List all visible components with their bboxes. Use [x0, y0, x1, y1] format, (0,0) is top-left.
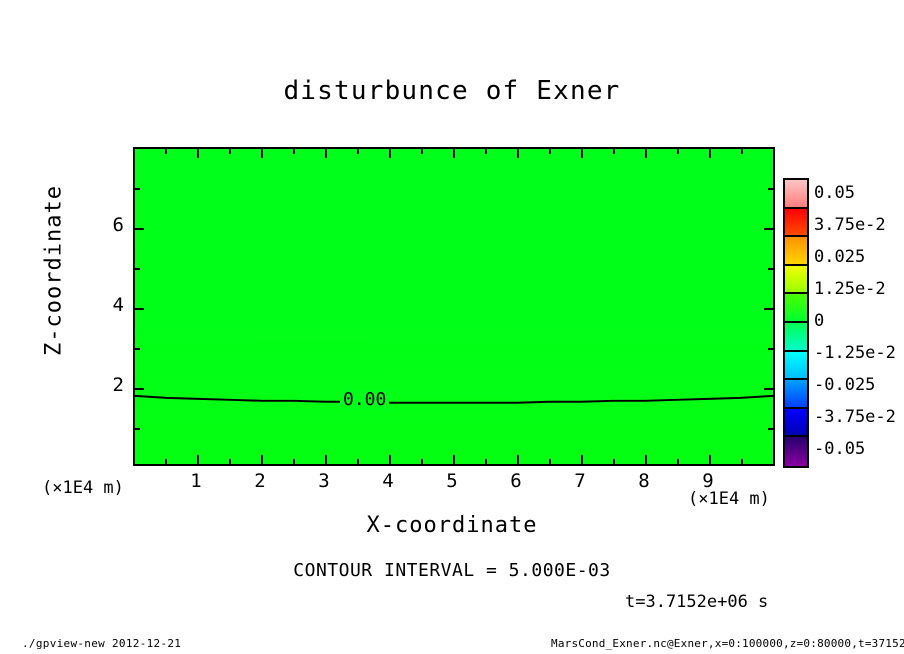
- x-major-tick-top: [709, 149, 711, 158]
- y-major-tick: [135, 228, 144, 230]
- x-major-tick-top: [261, 149, 263, 158]
- y-minor-tick: [135, 268, 140, 270]
- x-minor-tick: [613, 459, 615, 464]
- contour-field: [135, 149, 773, 464]
- y-major-tick: [135, 308, 144, 310]
- x-minor-tick-top: [741, 149, 743, 154]
- time-stamp-label: t=3.7152e+06 s: [625, 592, 769, 612]
- x-major-tick: [581, 455, 583, 464]
- colorbar-band: [785, 208, 807, 238]
- x-minor-tick-top: [165, 149, 167, 154]
- x-minor-tick: [165, 459, 167, 464]
- x-major-tick-top: [517, 149, 519, 158]
- colorbar-band: [785, 237, 807, 266]
- x-major-tick: [325, 455, 327, 464]
- x-major-tick: [261, 455, 263, 464]
- x-major-tick-top: [453, 149, 455, 158]
- y-minor-tick-right: [768, 268, 773, 270]
- x-minor-tick: [421, 459, 423, 464]
- x-tick-label: 7: [574, 470, 586, 492]
- footer-command-label: ./gpview-new 2012-12-21: [22, 637, 182, 650]
- x-axis-title: X-coordinate: [366, 513, 538, 538]
- x-minor-tick-top: [677, 149, 679, 154]
- colorbar-band: [785, 265, 807, 295]
- footer-source-label: MarsCond_Exner.nc@Exner,x=0:100000,z=0:8…: [551, 637, 904, 650]
- y-major-tick: [135, 388, 144, 390]
- colorbar-tick-label: -0.025: [814, 375, 876, 395]
- x-major-tick-top: [197, 149, 199, 158]
- colorbar-tick-label: 0: [814, 311, 825, 331]
- colorbar-tick-label: -3.75e-2: [814, 407, 896, 427]
- colorbar-band: [785, 408, 807, 438]
- page-title: disturbunce of Exner: [283, 76, 621, 106]
- x-major-tick-top: [325, 149, 327, 158]
- x-tick-label: 1: [190, 470, 202, 492]
- x-axis-unit-left: (×1E4 m): [42, 478, 124, 498]
- colorbar[interactable]: [783, 178, 809, 468]
- x-minor-tick: [357, 459, 359, 464]
- x-tick-label: 5: [446, 470, 458, 492]
- colorbar-tick-label: 1.25e-2: [814, 279, 886, 299]
- y-minor-tick: [135, 428, 140, 430]
- colorbar-band: [785, 180, 807, 209]
- x-minor-tick: [485, 459, 487, 464]
- x-tick-label: 6: [510, 470, 522, 492]
- x-minor-tick-top: [613, 149, 615, 154]
- y-tick-label: 4: [112, 294, 124, 316]
- x-minor-tick: [229, 459, 231, 464]
- y-tick-label: 6: [112, 214, 124, 236]
- x-tick-label: 9: [702, 470, 714, 492]
- y-major-tick-right: [764, 228, 773, 230]
- colorbar-tick-label: -1.25e-2: [814, 343, 896, 363]
- x-minor-tick-top: [293, 149, 295, 154]
- y-axis-title: Z-coordinate: [41, 185, 67, 356]
- x-major-tick: [517, 455, 519, 464]
- x-minor-tick-top: [549, 149, 551, 154]
- x-axis-unit-right: (×1E4 m): [688, 489, 770, 509]
- y-tick-label: 2: [112, 374, 124, 396]
- x-minor-tick-top: [229, 149, 231, 154]
- colorbar-band: [785, 322, 807, 352]
- y-major-tick-right: [764, 388, 773, 390]
- x-tick-label: 3: [318, 470, 330, 492]
- y-minor-tick: [135, 188, 140, 190]
- x-minor-tick: [549, 459, 551, 464]
- colorbar-tick-label: 0.05: [814, 183, 855, 203]
- colorbar-band: [785, 437, 807, 466]
- x-major-tick: [709, 455, 711, 464]
- x-major-tick-top: [645, 149, 647, 158]
- x-minor-tick-top: [421, 149, 423, 154]
- y-minor-tick-right: [768, 348, 773, 350]
- y-major-tick-right: [764, 308, 773, 310]
- contour-line-label: 0.00: [340, 389, 390, 410]
- x-major-tick-top: [389, 149, 391, 158]
- y-minor-tick: [135, 348, 140, 350]
- x-minor-tick: [293, 459, 295, 464]
- contour-interval-text: CONTOUR INTERVAL = 5.000E-03: [293, 560, 611, 581]
- x-major-tick: [645, 455, 647, 464]
- colorbar-band: [785, 294, 807, 323]
- plot-area[interactable]: [133, 147, 775, 466]
- x-tick-label: 8: [638, 470, 650, 492]
- x-tick-label: 4: [382, 470, 394, 492]
- x-minor-tick-top: [357, 149, 359, 154]
- colorbar-tick-label: 3.75e-2: [814, 215, 886, 235]
- x-major-tick: [389, 455, 391, 464]
- colorbar-tick-label: -0.05: [814, 439, 866, 459]
- x-minor-tick: [741, 459, 743, 464]
- colorbar-band: [785, 351, 807, 381]
- x-major-tick: [453, 455, 455, 464]
- y-minor-tick-right: [768, 428, 773, 430]
- colorbar-tick-label: 0.025: [814, 247, 866, 267]
- x-minor-tick-top: [485, 149, 487, 154]
- y-minor-tick-right: [768, 188, 773, 190]
- x-major-tick: [197, 455, 199, 464]
- x-major-tick-top: [581, 149, 583, 158]
- x-tick-label: 2: [254, 470, 266, 492]
- x-minor-tick: [677, 459, 679, 464]
- colorbar-band: [785, 380, 807, 409]
